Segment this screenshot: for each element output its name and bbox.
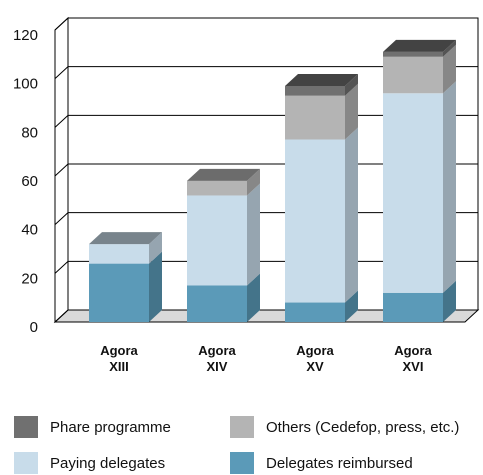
y-tick-label: 120 <box>13 27 38 44</box>
bar <box>187 195 247 286</box>
grid-line <box>54 66 478 80</box>
x-tick-label: Agora XVI <box>394 343 432 374</box>
bar-side <box>247 168 260 196</box>
x-tick-label: Agora XIV <box>198 343 236 374</box>
legend-swatch <box>14 452 38 474</box>
bar <box>383 93 443 293</box>
bar <box>383 56 443 94</box>
bar <box>285 139 345 303</box>
legend-label: Phare programme <box>50 419 171 436</box>
y-tick-label: 40 <box>21 222 38 239</box>
bar <box>89 263 149 322</box>
bar <box>383 51 443 57</box>
y-tick-label: 20 <box>21 270 38 287</box>
y-tick-label: 80 <box>21 124 38 141</box>
legend-label: Others (Cedefop, press, etc.) <box>266 419 459 436</box>
bar <box>285 302 345 322</box>
bar-side <box>345 127 358 303</box>
bar <box>187 285 247 322</box>
bar-side <box>443 280 456 322</box>
bar-side <box>345 290 358 322</box>
legend-label: Paying delegates <box>50 455 165 472</box>
legend-swatch <box>230 416 254 438</box>
y-tick-label: 100 <box>13 76 38 93</box>
bar-top <box>383 39 456 52</box>
y-tick-label: 60 <box>21 173 38 190</box>
bar <box>285 85 345 96</box>
bar-side <box>149 232 162 264</box>
legend-swatch <box>230 452 254 474</box>
y-tick-label: 0 <box>30 319 38 336</box>
legend-swatch <box>14 416 38 438</box>
bar-side <box>443 39 456 57</box>
bar <box>187 180 247 196</box>
bar <box>285 95 345 140</box>
legend-label: Delegates reimbursed <box>266 455 413 472</box>
bar-side <box>345 73 358 96</box>
x-tick-label: Agora XV <box>296 343 334 374</box>
x-tick-label: Agora XIII <box>100 343 138 374</box>
bar <box>383 292 443 322</box>
bar-side <box>149 251 162 322</box>
bar <box>89 244 149 264</box>
bar-top <box>89 232 162 245</box>
bar-side <box>443 81 456 293</box>
bar-side <box>247 273 260 322</box>
bar-side <box>443 44 456 94</box>
bar-side <box>247 183 260 286</box>
grid-line <box>54 17 478 31</box>
bar-top <box>285 73 358 86</box>
bar-side <box>345 83 358 140</box>
bar-top <box>187 168 260 181</box>
